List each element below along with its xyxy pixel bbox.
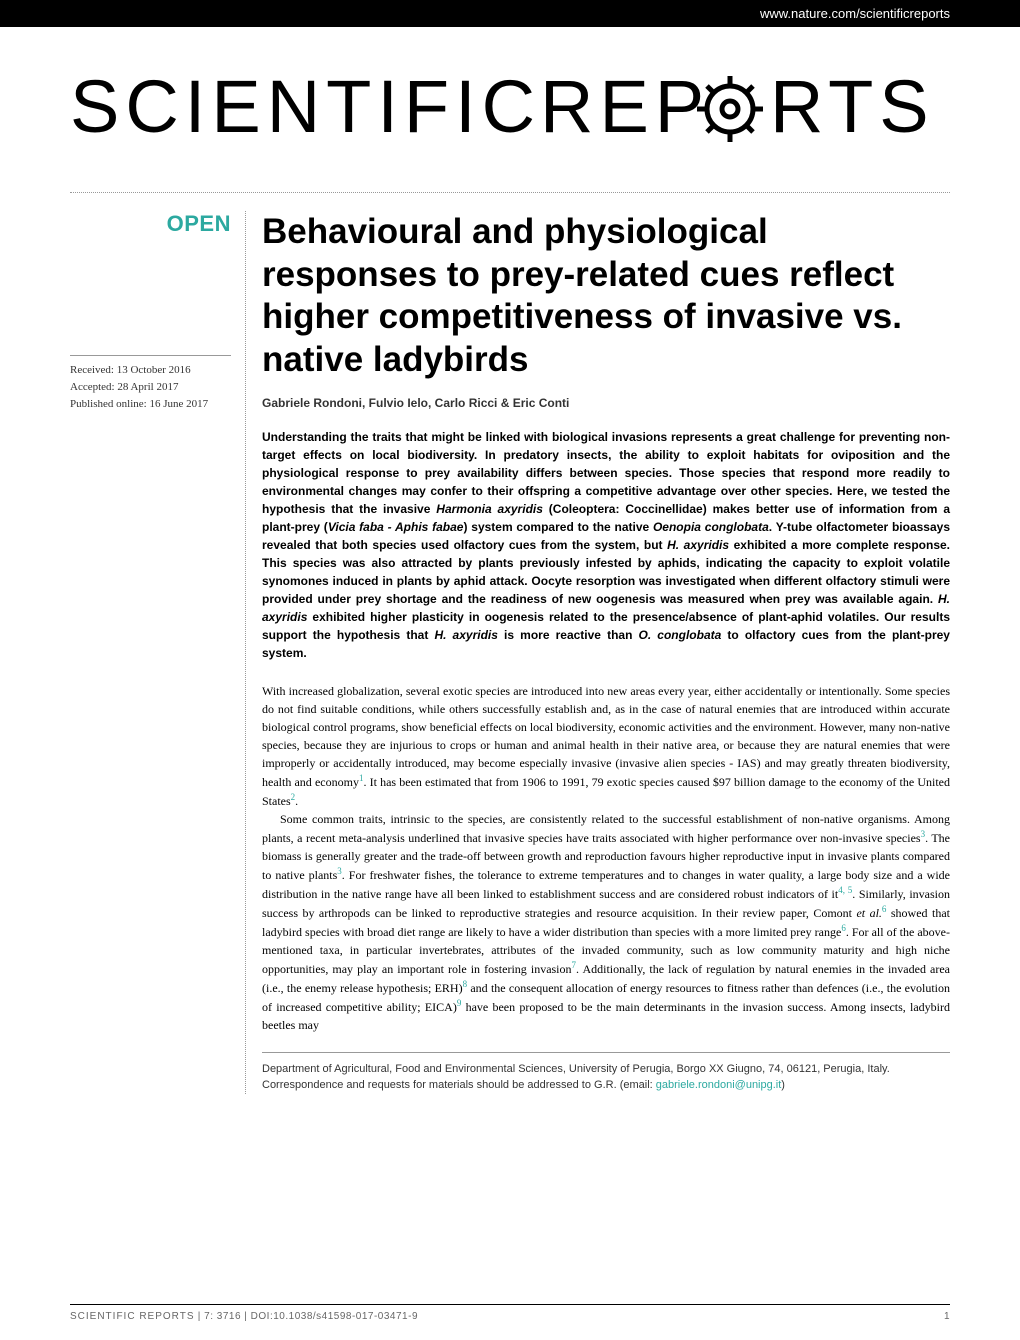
page-number: 1 — [944, 1311, 950, 1322]
article-body: Behavioural and physiological responses … — [245, 211, 950, 1094]
date-published: Published online: 16 June 2017 — [70, 398, 231, 410]
body-para-1: With increased globalization, several ex… — [262, 682, 950, 810]
journal-url-bar: www.nature.com/scientificreports — [0, 0, 1020, 27]
open-access-badge: OPEN — [70, 211, 231, 237]
journal-logo: SCIENTIFIC REP RTS — [0, 27, 1020, 192]
scientific-reports-logo: SCIENTIFIC REP RTS — [70, 62, 950, 162]
main-content: OPEN Received: 13 October 2016 Accepted:… — [0, 193, 1020, 1094]
affiliation: Department of Agricultural, Food and Env… — [262, 1052, 950, 1094]
article-dates: Received: 13 October 2016 Accepted: 28 A… — [70, 355, 231, 410]
date-received: Received: 13 October 2016 — [70, 364, 231, 376]
svg-text:REP: REP — [540, 65, 710, 148]
footer-citation: SCIENTIFIC REPORTS | 7: 3716 | DOI:10.10… — [70, 1311, 418, 1322]
ref-link[interactable]: 4, 5 — [838, 885, 852, 895]
svg-text:SCIENTIFIC: SCIENTIFIC — [70, 65, 541, 148]
article-abstract: Understanding the traits that might be l… — [262, 428, 950, 662]
journal-url[interactable]: www.nature.com/scientificreports — [760, 6, 950, 21]
correspondence-email[interactable]: gabriele.rondoni@unipg.it — [656, 1079, 782, 1091]
page-footer: SCIENTIFIC REPORTS | 7: 3716 | DOI:10.10… — [0, 1296, 1020, 1340]
article-title: Behavioural and physiological responses … — [262, 211, 950, 382]
body-para-2: Some common traits, intrinsic to the spe… — [262, 810, 950, 1034]
article-authors: Gabriele Rondoni, Fulvio Ielo, Carlo Ric… — [262, 396, 950, 410]
sidebar: OPEN Received: 13 October 2016 Accepted:… — [70, 211, 245, 1094]
svg-text:RTS: RTS — [770, 65, 935, 148]
date-accepted: Accepted: 28 April 2017 — [70, 381, 231, 393]
article-body-text: With increased globalization, several ex… — [262, 682, 950, 1034]
